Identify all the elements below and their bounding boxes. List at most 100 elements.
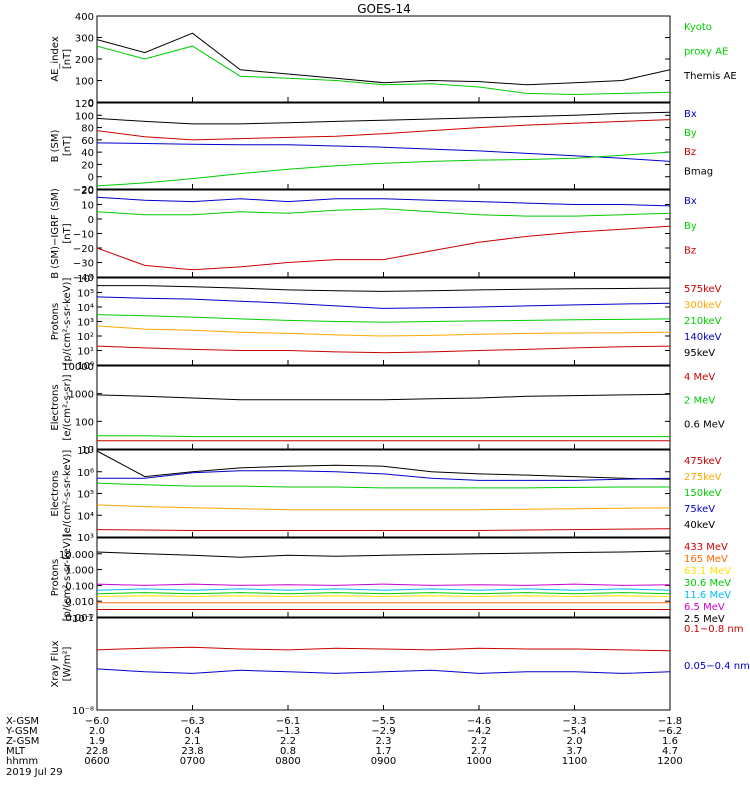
- legend-ae: Kyoto: [684, 22, 712, 33]
- ytick-label-bigrf: 0: [88, 215, 94, 226]
- legend-protons: 210keV: [684, 316, 722, 327]
- legend-electrons_mev: 0.6 MeV: [684, 419, 725, 430]
- legend-electrons_mev: 2 MeV: [684, 396, 715, 407]
- series-line-bsm: [96, 111, 671, 125]
- series-line-xray: [96, 646, 671, 652]
- legend-ae: proxy AE: [684, 47, 728, 58]
- xaxis-value: −2.9: [371, 726, 395, 737]
- ytick-label-ae: 100: [75, 77, 94, 88]
- xaxis-value: 2.0: [567, 736, 583, 747]
- xaxis-value: −5.4: [562, 726, 586, 737]
- xaxis-row-label: Y-GSM: [5, 726, 38, 737]
- xaxis-value: 22.8: [86, 746, 108, 757]
- ytick-label-protons_mev: 0.100: [65, 581, 94, 592]
- legend-bigrf: Bz: [684, 246, 696, 257]
- legend-bigrf: By: [684, 221, 697, 232]
- legend-protons: 95keV: [684, 348, 715, 359]
- ytick-label-electrons_kev: 10⁶: [77, 468, 94, 479]
- xaxis-value: −5.5: [371, 716, 395, 727]
- legend-protons_mev: 30.6 MeV: [684, 578, 731, 589]
- ytick-label-bsm: 0: [88, 173, 94, 184]
- ylabel-electrons_kev: [e/(cm²-s-sr-keV)]: [62, 450, 73, 538]
- xaxis-value: 0600: [84, 756, 109, 767]
- xaxis-value: −4.6: [467, 716, 491, 727]
- ylabel-protons: [p/(cm²-s-sr-keV)]: [62, 278, 73, 366]
- ylabel-protons_mev: [p/(cm²-s-sr-keV)]: [62, 534, 73, 622]
- xaxis-value: 1100: [562, 756, 587, 767]
- xaxis-value: 2.2: [280, 736, 296, 747]
- ytick-label-electrons_kev: 10⁴: [77, 511, 94, 522]
- ytick-label-bsm: 80: [81, 124, 94, 135]
- legend-bsm: Bx: [684, 109, 697, 120]
- series-line-ae: [96, 45, 671, 96]
- ytick-label-protons_mev: 1.000: [65, 566, 94, 577]
- ytick-label-ae: 300: [75, 34, 94, 45]
- series-line-electrons_kev: [96, 482, 670, 489]
- legend-bsm: By: [684, 128, 697, 139]
- xaxis-value: 1.9: [89, 736, 105, 747]
- panel-frame-electrons_kev: [96, 449, 671, 538]
- ytick-label-protons_mev: 10.000: [59, 550, 94, 561]
- legend-xray: 0.1−0.8 nm: [684, 624, 743, 635]
- xaxis-value: 0.4: [185, 726, 201, 737]
- legend-electrons_kev: 475keV: [684, 456, 722, 467]
- panel-frame-bigrf: [96, 189, 671, 278]
- series-line-protons: [96, 314, 671, 323]
- xaxis-value: −6.0: [85, 716, 109, 727]
- xaxis-value: −1.8: [658, 716, 682, 727]
- xaxis-value: 1000: [466, 756, 491, 767]
- ytick-label-bsm: 100: [75, 111, 94, 122]
- xaxis-value: 1200: [657, 756, 682, 767]
- xaxis-value: 2.2: [471, 736, 487, 747]
- xaxis-row-label: hhmm: [6, 756, 38, 767]
- legend-protons_mev: 11.6 MeV: [684, 590, 731, 601]
- ytick-label-electrons_kev: 10⁵: [77, 490, 94, 501]
- xaxis-value: −6.3: [180, 716, 204, 727]
- series-line-protons_mev: [96, 550, 671, 558]
- ytick-label-bigrf: 10: [81, 201, 94, 212]
- ytick-label-bigrf: −10: [73, 230, 94, 241]
- ytick-label-protons: 10³: [77, 318, 94, 329]
- ylabel-bigrf: B (SM)−IGRF (SM): [50, 188, 61, 279]
- series-line-protons: [97, 285, 671, 292]
- ytick-label-protons: 10¹: [77, 347, 94, 358]
- legend-protons: 140keV: [684, 332, 722, 343]
- ylabel-electrons_mev: [e/(cm²-s-sr)]: [62, 374, 73, 440]
- series-line-protons_mev: [96, 592, 671, 595]
- ytick-label-bigrf: 20: [81, 186, 94, 197]
- xaxis-value: −3.3: [562, 716, 586, 727]
- xaxis-value: −6.2: [658, 726, 682, 737]
- series-line-protons: [96, 296, 671, 309]
- series-line-ae: [96, 32, 671, 86]
- legend-electrons_kev: 75keV: [684, 504, 715, 515]
- xaxis-value: 0900: [371, 756, 396, 767]
- series-line-bigrf: [96, 196, 671, 207]
- ytick-label-bsm: −20: [73, 185, 94, 196]
- ytick-label-ae: 200: [75, 55, 94, 66]
- legend-protons_mev: 6.5 MeV: [684, 602, 725, 613]
- xaxis-date: 2019 Jul 29: [6, 767, 63, 778]
- ytick-label-bigrf: −30: [73, 259, 94, 270]
- ytick-label-xray: 10⁻⁸: [72, 706, 94, 717]
- series-line-bigrf: [96, 225, 671, 271]
- xaxis-value: 2.1: [185, 736, 201, 747]
- ytick-label-ae: 0: [88, 98, 94, 109]
- series-line-xray: [96, 668, 671, 674]
- ylabel-xray: [W/m²]: [62, 646, 73, 681]
- xaxis-value: 2.7: [471, 746, 487, 757]
- series-line-bsm: [96, 151, 671, 187]
- ytick-label-bsm: 60: [81, 136, 94, 147]
- legend-ae: Themis AE: [683, 71, 737, 82]
- xaxis-value: 2.3: [376, 736, 392, 747]
- xaxis-value: −6.1: [276, 716, 300, 727]
- ylabel-ae: AE_index: [50, 36, 61, 82]
- xaxis-value: 1.7: [376, 746, 392, 757]
- ylabel-protons: Protons: [50, 303, 61, 340]
- ytick-label-bsm: 20: [81, 160, 94, 171]
- ytick-label-ae: 400: [75, 12, 94, 23]
- ytick-label-bigrf: −40: [73, 273, 94, 284]
- ylabel-electrons_kev: Electrons: [50, 470, 61, 516]
- ytick-label-bsm: 40: [81, 148, 94, 159]
- xaxis-row-label: X-GSM: [6, 716, 39, 727]
- xaxis-value: 1.6: [662, 736, 678, 747]
